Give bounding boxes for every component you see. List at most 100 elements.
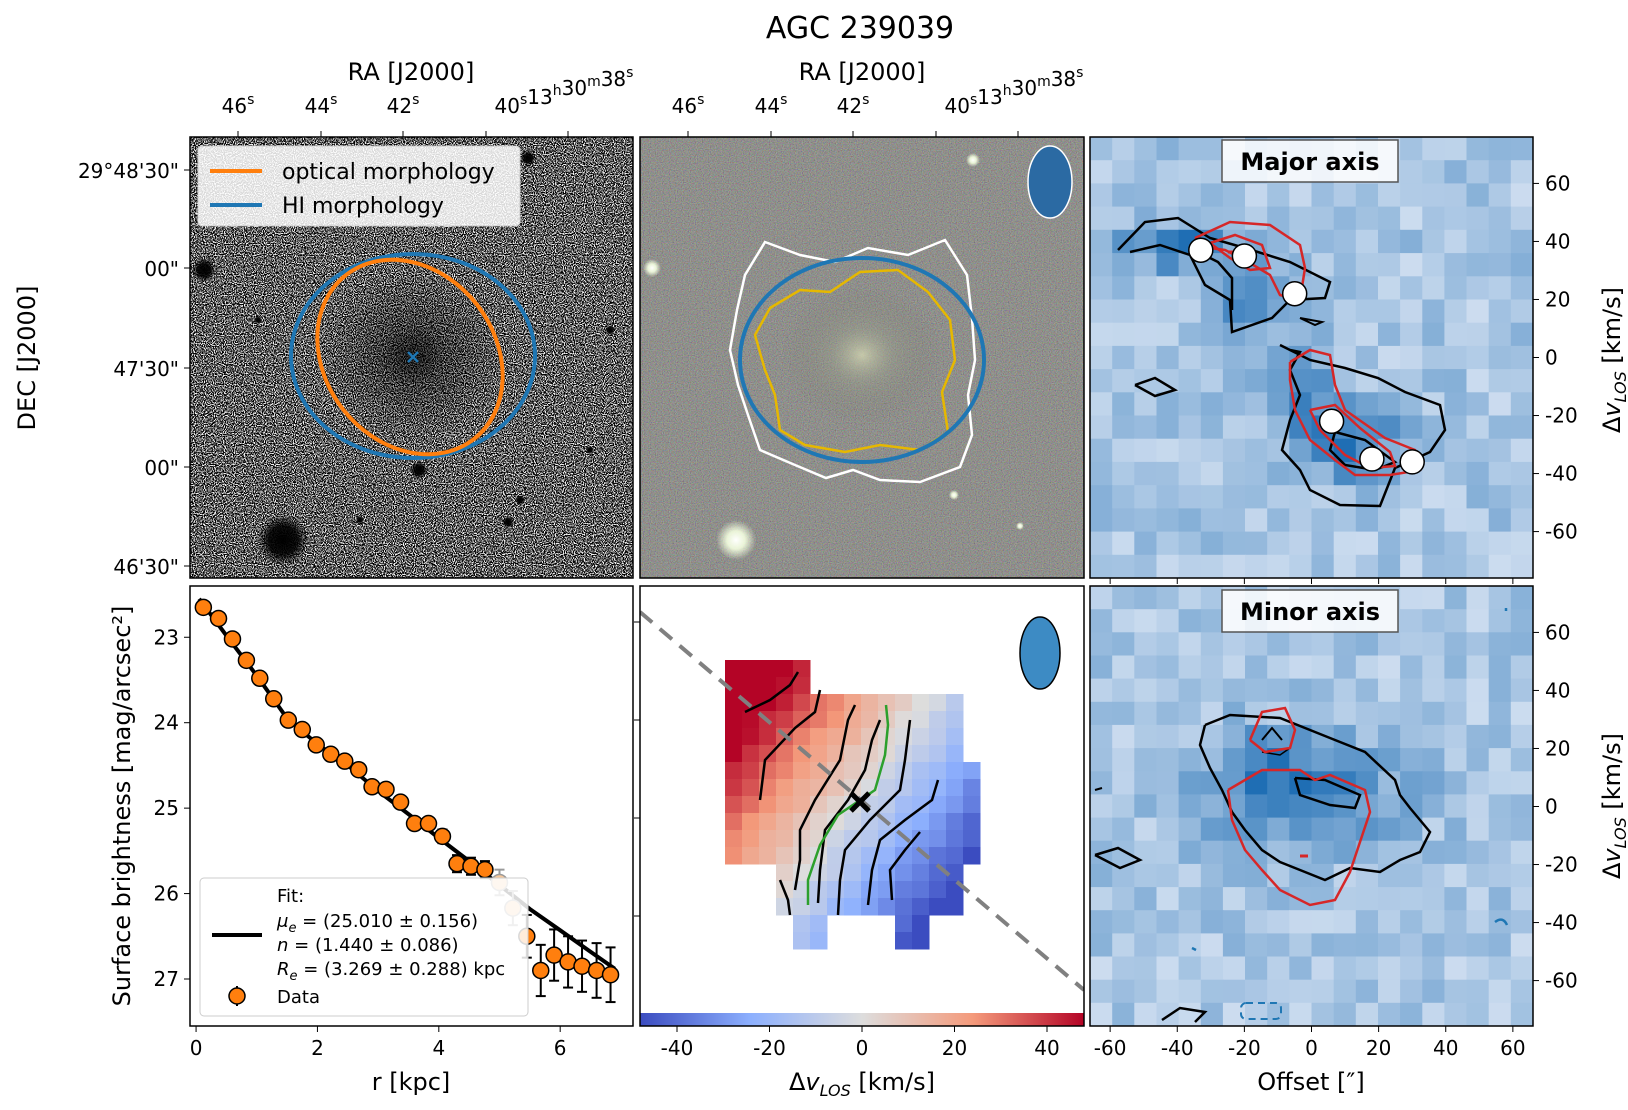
data-point [532, 961, 550, 980]
data-point [349, 760, 368, 779]
panel-velocity-field: -40 -20 0 20 40 ΔvLOS [km/s] [634, 585, 1085, 1100]
colorbar-tick-label: -40 [661, 1036, 694, 1060]
star [356, 516, 364, 524]
data-point [194, 598, 213, 617]
pv-minor-black-contour-small [1094, 846, 1143, 870]
pv-minor-pixel-grid [1090, 586, 1533, 1026]
y-tick-label: 24 [154, 711, 179, 735]
pv-minor-black-contour-small [1161, 1006, 1208, 1023]
dec-tick-label: 00" [144, 456, 179, 480]
dec-tick-label: 00" [144, 257, 179, 281]
pv-major-red-contour [1308, 403, 1397, 470]
panel-a-frame [189, 136, 634, 579]
ra-tick-label: 40s13h30m38s [495, 65, 634, 118]
star [949, 490, 959, 500]
pv-major-pixel-grid [1090, 137, 1533, 578]
data-point [251, 669, 269, 688]
sb-y-label: Surface brightness [mag/arcsec²] [108, 606, 136, 1007]
rotation-curve-point [1231, 243, 1258, 269]
hi-morphology-ellipse [738, 256, 986, 464]
optical-morphology-ellipse [315, 257, 505, 457]
x-tick-label: -40 [1161, 1036, 1194, 1060]
sersic-fit-line [197, 597, 616, 971]
data-point [335, 752, 354, 770]
rotation-curve-point [1359, 446, 1385, 472]
y-tick-label: 60 [1545, 171, 1570, 195]
panel-f-right-axis-label: ΔvLOS [km/s] [1598, 733, 1628, 879]
colorbar-tick-label: 0 [856, 1036, 869, 1060]
ra-tick-label: 42s [837, 92, 870, 118]
y-tick-label: 40 [1545, 678, 1570, 702]
data-point [209, 609, 228, 628]
ra-tick-label: 46s [222, 92, 255, 118]
beam-ellipse [1019, 616, 1061, 690]
panel-a-left-axis-label: DEC [J2000] [13, 286, 41, 431]
data-point [433, 827, 452, 846]
panel-d-frame [189, 585, 634, 1027]
panel-b-top-ticks: 46s 44s 42s 40s13h30m38s [672, 65, 1083, 137]
ra-tick-label: 44s [755, 92, 788, 118]
y-tick-label: -20 [1545, 853, 1578, 877]
y-tick-label: 0 [1545, 795, 1558, 819]
x-tick-label: 6 [554, 1036, 567, 1060]
ra-tick-label: 42s [387, 92, 420, 118]
panel-a-left-ticks: 29°48'30" 00" 47'30" 00" 46'30" [78, 159, 190, 579]
legend-hi-label: HI morphology [282, 194, 444, 219]
ra-tick-label: 46s [672, 92, 705, 118]
velocity-field-pixels [725, 660, 981, 950]
legend-box [197, 145, 521, 227]
y-tick-label: 0 [1545, 346, 1558, 370]
star [716, 520, 756, 560]
svg-text:ΔvLOS [km/s]: ΔvLOS [km/s] [1598, 733, 1628, 879]
pv-minor-black-contour-inner [1293, 776, 1362, 810]
y-tick-label: -60 [1545, 520, 1578, 544]
x-tick-label: 0 [1305, 1036, 1318, 1060]
y-tick-label: 40 [1545, 229, 1570, 253]
panel-c-right-axis-label: ΔvLOS [km/s] [1598, 287, 1628, 433]
star [192, 258, 216, 282]
star [520, 150, 536, 166]
data-point [307, 736, 325, 754]
y-tick-label: -40 [1545, 462, 1578, 486]
data-point [476, 860, 494, 879]
panel-f-y-ticks: 60 40 20 0 -20 -40 -60 [1533, 620, 1578, 993]
star [502, 516, 514, 528]
star [257, 514, 309, 566]
y-tick-label: 20 [1545, 736, 1570, 760]
panel-optical-image: RA [J2000] 46s 44s 42s 40s13h30m38s [13, 58, 634, 579]
data-point [545, 946, 563, 964]
figure-title: AGC 239039 [766, 11, 954, 46]
kinematic-center-marker [849, 791, 871, 813]
panel-a-top-ticks: 46s 44s 42s 40s13h30m38s [222, 65, 634, 137]
rotation-curve-point [1281, 280, 1308, 307]
panel-c-y-ticks: 60 40 20 0 -20 -40 -60 [1533, 171, 1578, 544]
data-point [237, 651, 256, 670]
center-marker [407, 351, 419, 363]
panel-b-top-axis-label: RA [J2000] [799, 58, 926, 86]
svg-text:ΔvLOS [km/s]: ΔvLOS [km/s] [1598, 287, 1628, 433]
rotation-curve-point [1188, 237, 1214, 263]
minor-axis-title-box [1221, 589, 1399, 633]
pv-major-black-contour-upper [1117, 216, 1332, 334]
star [966, 153, 980, 167]
star [605, 325, 615, 335]
data-point [293, 720, 312, 739]
y-tick-label: -20 [1545, 404, 1578, 428]
y-tick-label: -40 [1545, 911, 1578, 935]
data-point [573, 957, 591, 975]
offset-x-label: Offset [″] [1257, 1068, 1364, 1096]
data-point [391, 793, 410, 811]
sb-legend-fit-n: n = (1.440 ± 0.086) [277, 935, 459, 956]
dec-tick-label: 46'30" [113, 555, 179, 579]
x-tick-label: -20 [1228, 1036, 1261, 1060]
colorbar-tick-label: -20 [753, 1036, 786, 1060]
major-axis-title: Major axis [1240, 148, 1379, 176]
sb-legend-data-label: Data [277, 987, 320, 1008]
y-tick-label: -60 [1545, 969, 1578, 993]
y-tick-label: 27 [154, 967, 179, 991]
x-tick-label: 2 [311, 1036, 324, 1060]
colorbar-tick-label: 40 [1034, 1036, 1059, 1060]
star [586, 446, 594, 454]
hi-column-density-contour [728, 238, 977, 484]
